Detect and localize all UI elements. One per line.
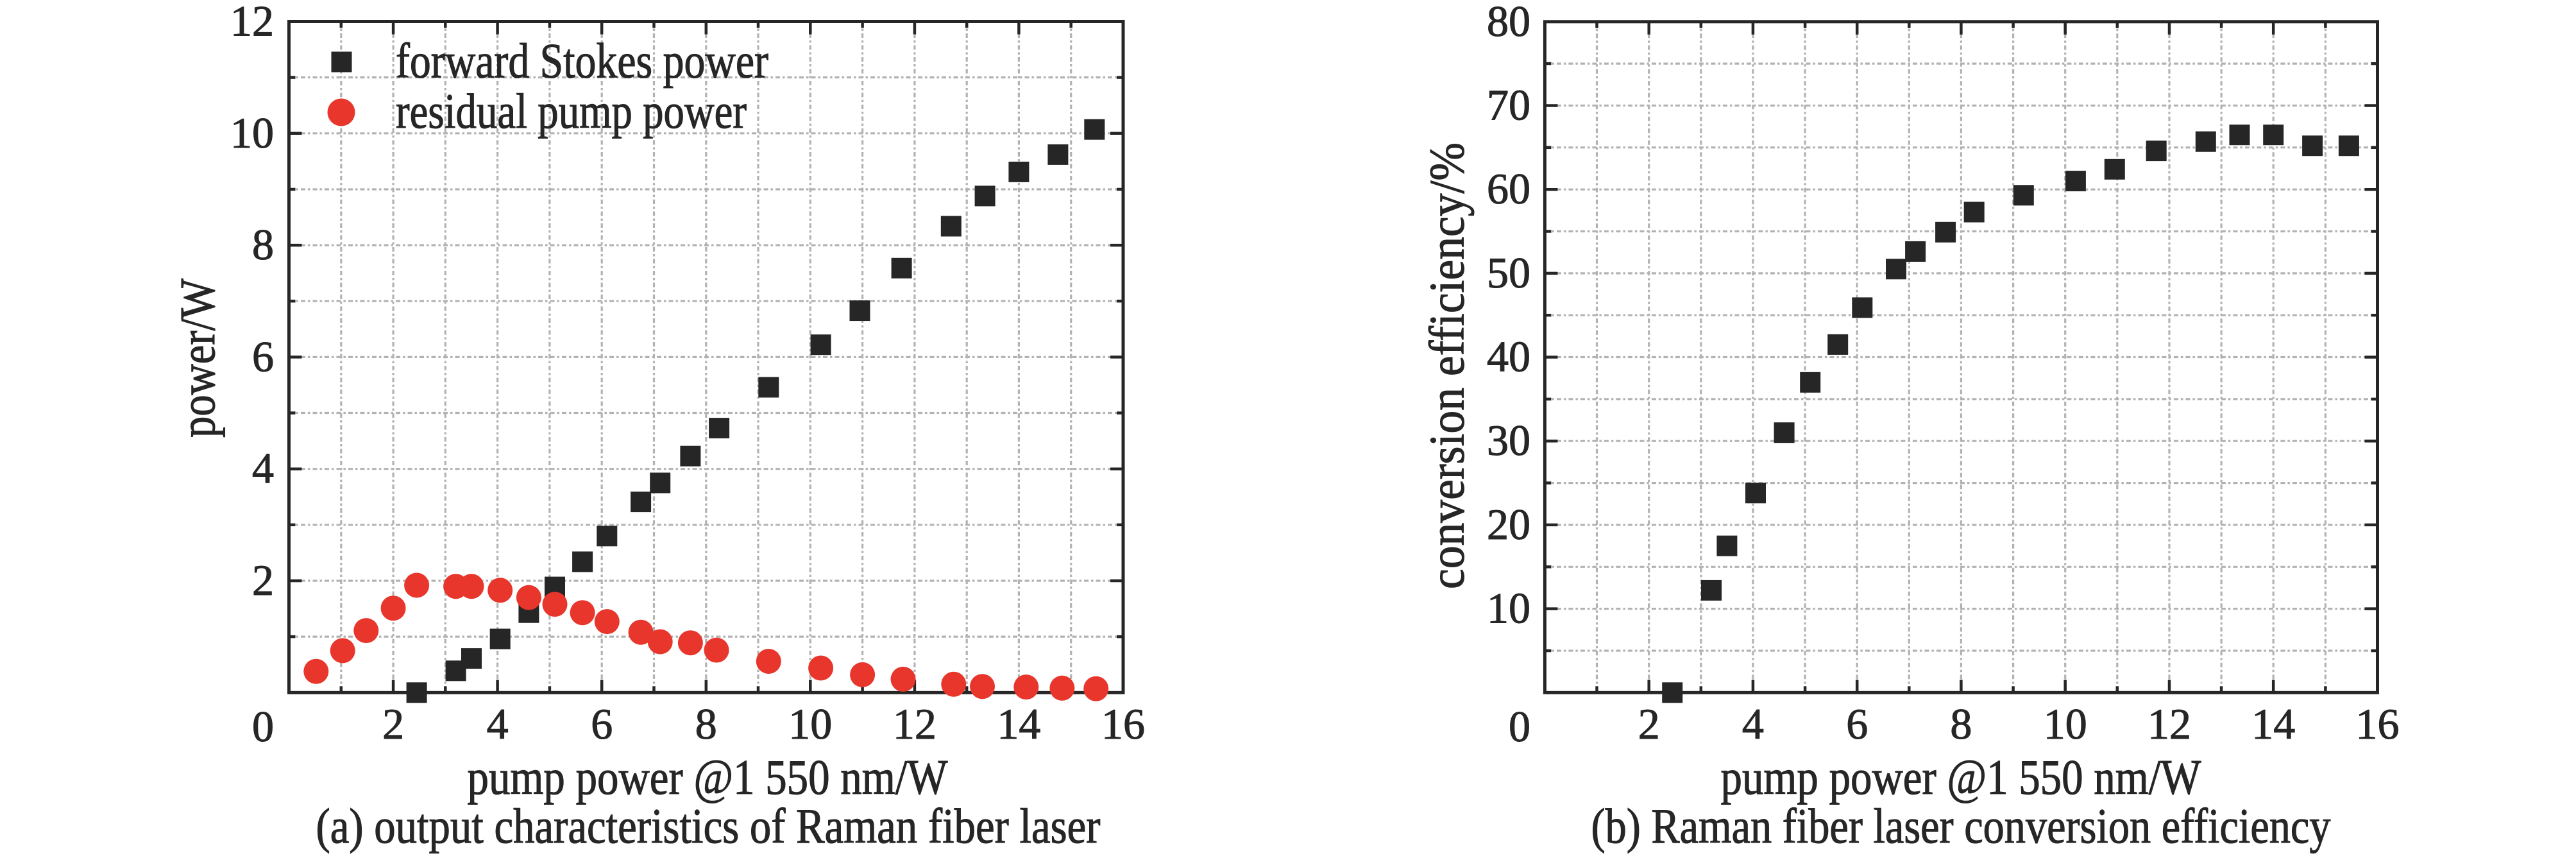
svg-text:pump power @1 550 nm/W: pump power @1 550 nm/W (468, 750, 948, 805)
svg-text:8: 8 (1950, 699, 1972, 748)
svg-text:residual pump power: residual pump power (396, 83, 747, 139)
svg-text:10: 10 (1487, 584, 1530, 633)
svg-text:(b) Raman fiber laser conversi: (b) Raman fiber laser conversion efficie… (1591, 798, 2331, 854)
svg-text:4: 4 (252, 444, 274, 493)
svg-text:14: 14 (2251, 699, 2295, 748)
svg-text:50: 50 (1487, 248, 1530, 297)
svg-text:80: 80 (1487, 0, 1530, 46)
svg-text:10: 10 (230, 108, 274, 157)
svg-text:6: 6 (252, 332, 274, 381)
svg-text:conversion efficiency/%: conversion efficiency/% (1419, 142, 1475, 589)
svg-text:0: 0 (252, 702, 274, 751)
svg-text:60: 60 (1487, 164, 1530, 213)
svg-text:6: 6 (591, 699, 613, 748)
svg-text:12: 12 (230, 0, 274, 46)
svg-text:2: 2 (252, 556, 274, 605)
svg-text:30: 30 (1487, 416, 1530, 465)
svg-text:2: 2 (1638, 699, 1660, 748)
svg-text:8: 8 (252, 220, 274, 269)
svg-text:2: 2 (382, 699, 404, 748)
svg-text:12: 12 (893, 699, 936, 748)
svg-text:14: 14 (997, 699, 1040, 748)
svg-text:8: 8 (695, 699, 717, 748)
svg-text:10: 10 (788, 699, 832, 748)
svg-text:(a) output characteristics of: (a) output characteristics of Raman fibe… (316, 798, 1101, 854)
svg-text:forward Stokes power: forward Stokes power (396, 33, 768, 89)
svg-text:power/W: power/W (170, 279, 225, 438)
svg-text:16: 16 (2356, 699, 2400, 748)
svg-text:0: 0 (1509, 702, 1530, 751)
svg-text:4: 4 (1742, 699, 1764, 748)
svg-text:12: 12 (2148, 699, 2191, 748)
svg-text:70: 70 (1487, 81, 1530, 130)
svg-text:pump power @1 550 nm/W: pump power @1 550 nm/W (1721, 750, 2201, 805)
svg-text:6: 6 (1846, 699, 1868, 748)
svg-text:20: 20 (1487, 500, 1530, 549)
svg-text:4: 4 (487, 699, 509, 748)
svg-text:40: 40 (1487, 332, 1530, 381)
svg-text:10: 10 (2044, 699, 2087, 748)
svg-text:16: 16 (1101, 699, 1145, 748)
